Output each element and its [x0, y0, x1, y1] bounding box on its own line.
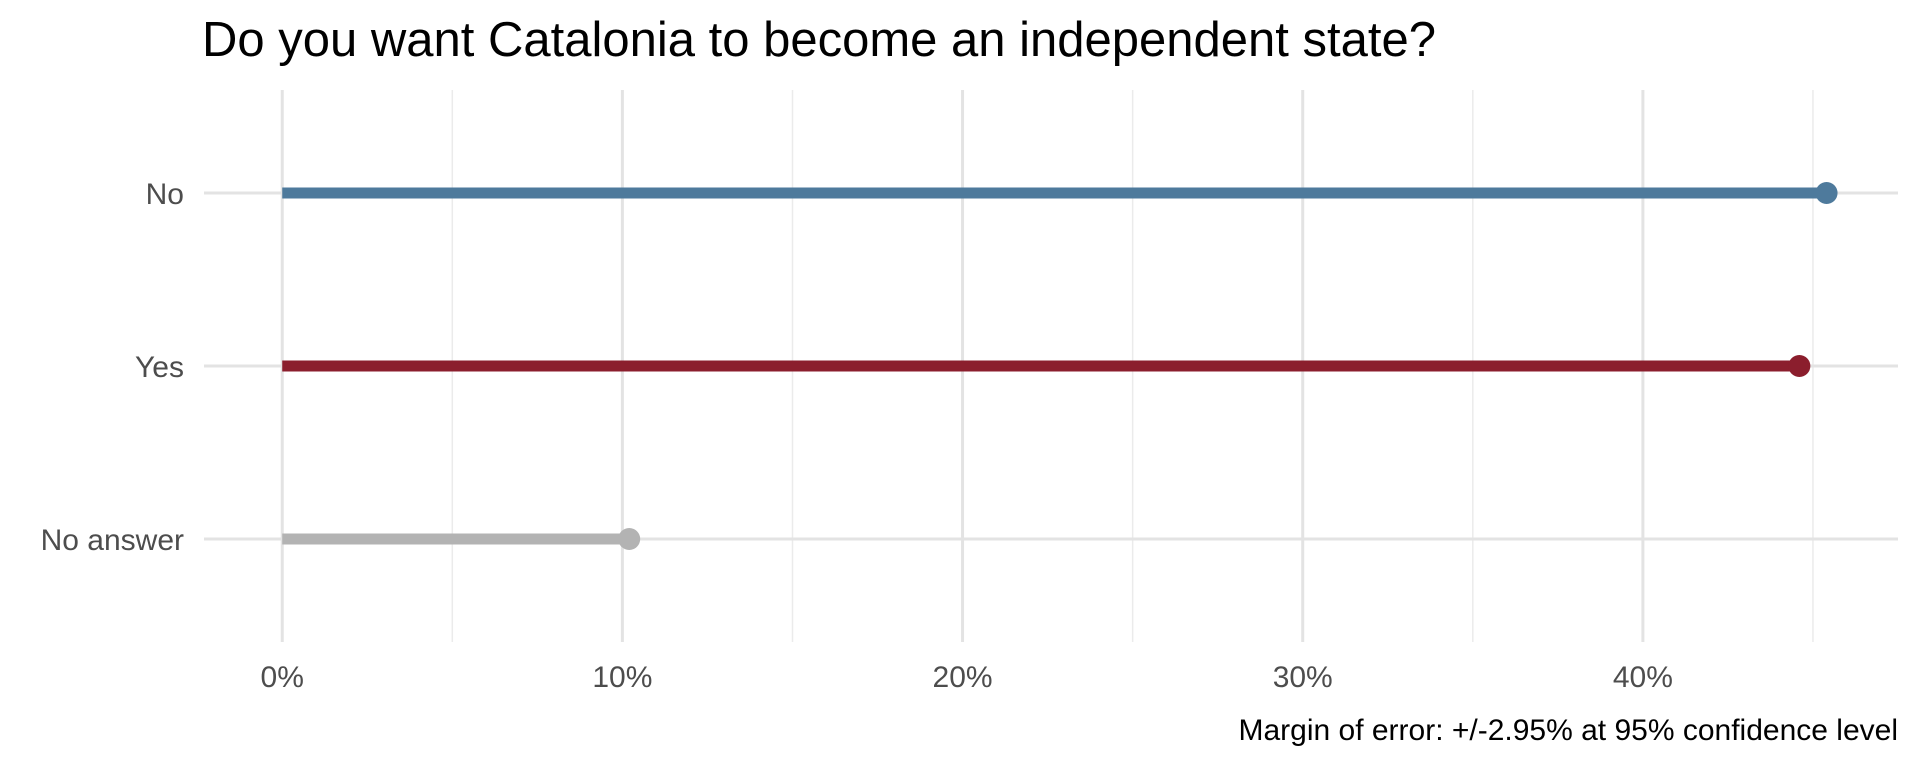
- lollipop-point: [1788, 355, 1811, 377]
- x-tick-label: 20%: [933, 661, 993, 694]
- lollipop-point: [618, 528, 641, 550]
- marks-layer: [282, 182, 1838, 550]
- y-tick-label: No: [146, 178, 184, 211]
- x-tick-label: 40%: [1613, 661, 1673, 694]
- x-tick-label: 10%: [592, 661, 652, 694]
- y-tick-label: No answer: [41, 524, 184, 557]
- x-tick-label: 30%: [1273, 661, 1333, 694]
- x-axis-labels: 0% 10% 20% 30% 40%: [261, 661, 1673, 694]
- y-axis-labels: No Yes No answer: [41, 178, 184, 557]
- chart-caption: Margin of error: +/-2.95% at 95% confide…: [1238, 714, 1898, 747]
- lollipop-point: [1815, 182, 1838, 204]
- chart-title: Do you want Catalonia to become an indep…: [202, 13, 1436, 67]
- x-tick-label: 0%: [261, 661, 304, 694]
- y-tick-label: Yes: [135, 351, 184, 384]
